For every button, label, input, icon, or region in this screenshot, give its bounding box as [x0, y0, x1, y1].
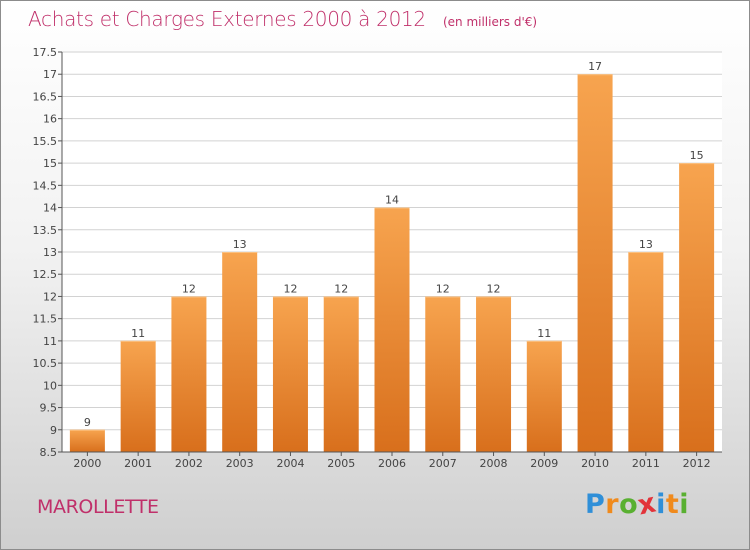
logo-letter: i: [679, 489, 690, 520]
bar: [628, 252, 664, 452]
bar: [577, 74, 613, 452]
x-tick-label: 2002: [175, 457, 203, 470]
x-tick-label: 2006: [378, 457, 406, 470]
bar: [120, 340, 156, 452]
y-tick-label: 14: [43, 202, 57, 215]
y-tick-label: 15: [43, 157, 57, 170]
data-label: 15: [690, 149, 704, 162]
data-label: 9: [84, 416, 91, 429]
y-tick-label: 13: [43, 246, 57, 259]
x-tick-label: 2012: [683, 457, 711, 470]
x-tick-label: 2008: [480, 457, 508, 470]
location-label: MAROLLETTE: [37, 496, 159, 518]
bar: [171, 296, 207, 452]
chart-title: Achats et Charges Externes 2000 à 2012: [28, 7, 426, 31]
logo-letter: t: [665, 489, 680, 520]
y-tick-label: 11: [43, 335, 57, 348]
y-tick-label: 10: [43, 379, 57, 392]
logo-letter: i: [656, 489, 666, 520]
y-tick-label: 9.5: [40, 402, 58, 415]
y-tick-label: 13.5: [33, 224, 58, 237]
chart-unit: (en milliers d'€): [442, 15, 538, 29]
y-tick-label: 16: [43, 113, 57, 126]
y-tick-label: 10.5: [33, 357, 58, 370]
y-tick-label: 11.5: [33, 313, 58, 326]
data-label: 12: [182, 282, 196, 295]
data-label: 12: [487, 282, 501, 295]
x-tick-label: 2007: [429, 457, 457, 470]
bar: [526, 340, 562, 452]
bar: [425, 296, 461, 452]
x-tick-label: 2003: [226, 457, 254, 470]
x-tick-label: 2009: [530, 457, 558, 470]
y-tick-label: 8.5: [40, 446, 58, 459]
x-tick-label: 2011: [632, 457, 660, 470]
x-tick-label: 2010: [581, 457, 609, 470]
bar: [69, 429, 105, 452]
bar: [272, 296, 308, 452]
data-label: 12: [283, 282, 297, 295]
data-label: 13: [233, 238, 247, 251]
logo-letter: P: [585, 489, 606, 520]
data-label: 17: [588, 60, 602, 73]
x-tick-label: 2005: [327, 457, 355, 470]
data-label: 13: [639, 238, 653, 251]
x-tick-label: 2001: [124, 457, 152, 470]
y-tick-label: 12.5: [33, 268, 58, 281]
data-label: 14: [385, 194, 399, 207]
bar: [323, 296, 359, 452]
bar: [476, 296, 512, 452]
bar: [679, 163, 715, 452]
data-label: 11: [537, 327, 551, 340]
data-label: 11: [131, 327, 145, 340]
bar: [222, 252, 258, 452]
logo-letter: o: [619, 489, 639, 520]
bar: [374, 207, 410, 452]
proxiti-logo: Proxiti: [585, 487, 690, 521]
y-tick-label: 16.5: [33, 90, 58, 103]
title-row: Achats et Charges Externes 2000 à 2012 (…: [28, 7, 537, 31]
y-tick-label: 12: [43, 290, 57, 303]
x-tick-label: 2000: [73, 457, 101, 470]
y-tick-label: 17.5: [33, 46, 58, 59]
x-tick-label: 2004: [276, 457, 304, 470]
data-label: 12: [334, 282, 348, 295]
y-tick-label: 15.5: [33, 135, 58, 148]
y-tick-label: 9: [50, 424, 57, 437]
data-label: 12: [436, 282, 450, 295]
y-tick-label: 17: [43, 68, 57, 81]
logo-letter: r: [605, 489, 620, 520]
y-tick-label: 14.5: [33, 179, 58, 192]
